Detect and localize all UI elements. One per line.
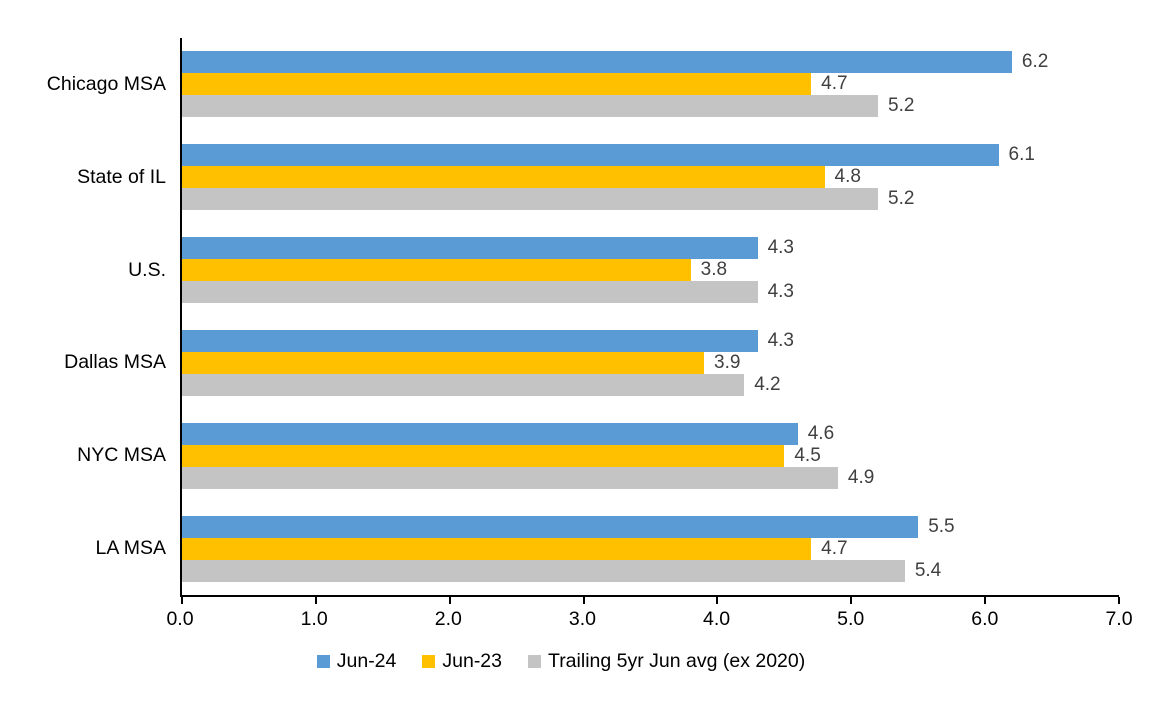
legend-swatch-icon bbox=[316, 655, 330, 668]
bar-jun-24 bbox=[182, 51, 1012, 74]
bar-jun-23 bbox=[182, 259, 691, 282]
bar-row: 4.7 bbox=[182, 537, 1119, 560]
x-axis-tick bbox=[1118, 597, 1120, 604]
data-label: 4.3 bbox=[767, 281, 794, 303]
bar-trailing-5yr-jun-avg-ex-2020- bbox=[182, 95, 879, 118]
data-label: 5.5 bbox=[928, 515, 955, 537]
legend-swatch-icon bbox=[528, 655, 541, 668]
bar-group: 4.6 4.5 4.9 bbox=[182, 409, 1119, 502]
bar-group: 4.3 3.8 4.3 bbox=[182, 224, 1119, 317]
category-label: U.S. bbox=[128, 258, 166, 281]
data-label: 4.6 bbox=[807, 422, 835, 444]
data-label: 4.2 bbox=[754, 373, 781, 395]
x-axis-tick bbox=[984, 597, 987, 604]
bar-row: 4.3 bbox=[182, 281, 1119, 304]
category-label: Chicago MSA bbox=[46, 72, 166, 95]
data-label: 5.2 bbox=[888, 95, 915, 117]
legend-item: Jun-24 bbox=[316, 650, 397, 673]
category-label: Dallas MSA bbox=[64, 351, 166, 374]
data-label: 4.5 bbox=[794, 444, 821, 466]
legend-item: Trailing 5yr Jun avg (ex 2020) bbox=[528, 650, 805, 673]
data-label: 6.1 bbox=[1008, 144, 1035, 166]
data-label: 4.7 bbox=[821, 537, 848, 559]
bar-jun-23 bbox=[182, 166, 825, 189]
x-axis-tick-label: 5.0 bbox=[837, 608, 865, 630]
x-axis-tick-label: 7.0 bbox=[1105, 608, 1133, 630]
data-label: 4.9 bbox=[847, 466, 875, 488]
legend: Jun-24 Jun-23 Trailing 5yr Jun avg (ex 202… bbox=[0, 650, 1122, 673]
bar-row: 5.4 bbox=[182, 559, 1119, 582]
data-label: 6.2 bbox=[1021, 51, 1049, 73]
x-axis-tick-label: 2.0 bbox=[434, 608, 462, 630]
data-label: 4.3 bbox=[767, 237, 794, 259]
x-axis-tick bbox=[314, 597, 317, 604]
legend-label: Jun-23 bbox=[442, 650, 502, 672]
bar-row: 3.9 bbox=[182, 351, 1119, 374]
bar-group: 5.5 4.7 5.4 bbox=[182, 502, 1119, 595]
x-axis-tick-label: 1.0 bbox=[300, 608, 328, 630]
bar-row: 4.7 bbox=[182, 73, 1119, 96]
legend-item: Jun-23 bbox=[422, 650, 502, 673]
bar-group: 4.3 3.9 4.2 bbox=[182, 316, 1119, 409]
bar-group: 6.2 4.7 5.2 bbox=[182, 38, 1119, 131]
category-label: LA MSA bbox=[95, 537, 166, 560]
bar-jun-23 bbox=[182, 73, 812, 96]
bar-row: 6.1 bbox=[182, 144, 1119, 167]
data-label: 5.4 bbox=[914, 559, 942, 581]
bar-row: 4.5 bbox=[182, 444, 1119, 467]
bar-row: 5.2 bbox=[182, 188, 1119, 211]
bar-trailing-5yr-jun-avg-ex-2020- bbox=[182, 466, 838, 489]
data-label: 4.8 bbox=[834, 166, 861, 188]
bar-jun-24 bbox=[182, 329, 758, 352]
bar-row: 3.8 bbox=[182, 259, 1119, 282]
x-axis-tick-label: 4.0 bbox=[703, 608, 731, 630]
bar-jun-24 bbox=[182, 237, 758, 260]
bar-jun-23 bbox=[182, 351, 705, 374]
bar-row: 4.2 bbox=[182, 373, 1119, 396]
x-axis-tick-label: 0.0 bbox=[166, 608, 194, 630]
bar-group: 6.1 4.8 5.2 bbox=[182, 131, 1119, 224]
legend-label: Trailing 5yr Jun avg (ex 2020) bbox=[548, 650, 806, 672]
data-label: 4.7 bbox=[821, 73, 848, 95]
data-label: 5.2 bbox=[888, 188, 915, 210]
plot-area: 6.2 4.7 5.2 6.1 4.8 5.2 4.3 3.8 4.3 4.3 3.9 4.2 4.6 4… bbox=[180, 38, 1120, 604]
bar-row: 4.3 bbox=[182, 329, 1119, 352]
data-label: 4.3 bbox=[767, 329, 794, 351]
x-axis-tick bbox=[181, 597, 183, 604]
x-axis-tick bbox=[448, 597, 451, 604]
bar-jun-23 bbox=[182, 537, 812, 560]
x-axis-tick-label: 6.0 bbox=[971, 608, 999, 630]
bar-trailing-5yr-jun-avg-ex-2020- bbox=[182, 373, 745, 396]
bar-trailing-5yr-jun-avg-ex-2020- bbox=[182, 281, 758, 304]
x-axis-tick bbox=[850, 597, 853, 604]
bar-jun-23 bbox=[182, 444, 785, 467]
data-label: 3.8 bbox=[700, 259, 728, 281]
bar-trailing-5yr-jun-avg-ex-2020- bbox=[182, 188, 879, 211]
category-label: State of IL bbox=[77, 165, 166, 188]
bar-row: 4.6 bbox=[182, 422, 1119, 445]
bar-row: 4.9 bbox=[182, 466, 1119, 489]
bar-jun-24 bbox=[182, 422, 798, 445]
y-axis-category-labels: Chicago MSA State of IL U.S. Dallas MSA NYC … bbox=[0, 38, 166, 595]
bar-trailing-5yr-jun-avg-ex-2020- bbox=[182, 559, 905, 582]
x-axis-tick-label: 3.0 bbox=[568, 608, 596, 630]
bar-row: 6.2 bbox=[182, 51, 1119, 74]
bar-row: 5.5 bbox=[182, 515, 1119, 538]
category-label: NYC MSA bbox=[77, 444, 166, 467]
legend-swatch-icon bbox=[422, 655, 436, 668]
bar-jun-24 bbox=[182, 144, 999, 167]
legend-label: Jun-24 bbox=[336, 650, 397, 672]
data-label: 3.9 bbox=[714, 351, 741, 373]
x-axis-tick bbox=[716, 597, 719, 604]
bar-row: 4.8 bbox=[182, 166, 1119, 189]
x-axis-tick-labels: 0.0 1.0 2.0 3.0 4.0 5.0 6.0 7.0 bbox=[166, 608, 1132, 634]
x-axis-tick bbox=[582, 597, 585, 604]
bar-jun-24 bbox=[182, 515, 919, 538]
bar-row: 5.2 bbox=[182, 95, 1119, 118]
bar-row: 4.3 bbox=[182, 237, 1119, 260]
